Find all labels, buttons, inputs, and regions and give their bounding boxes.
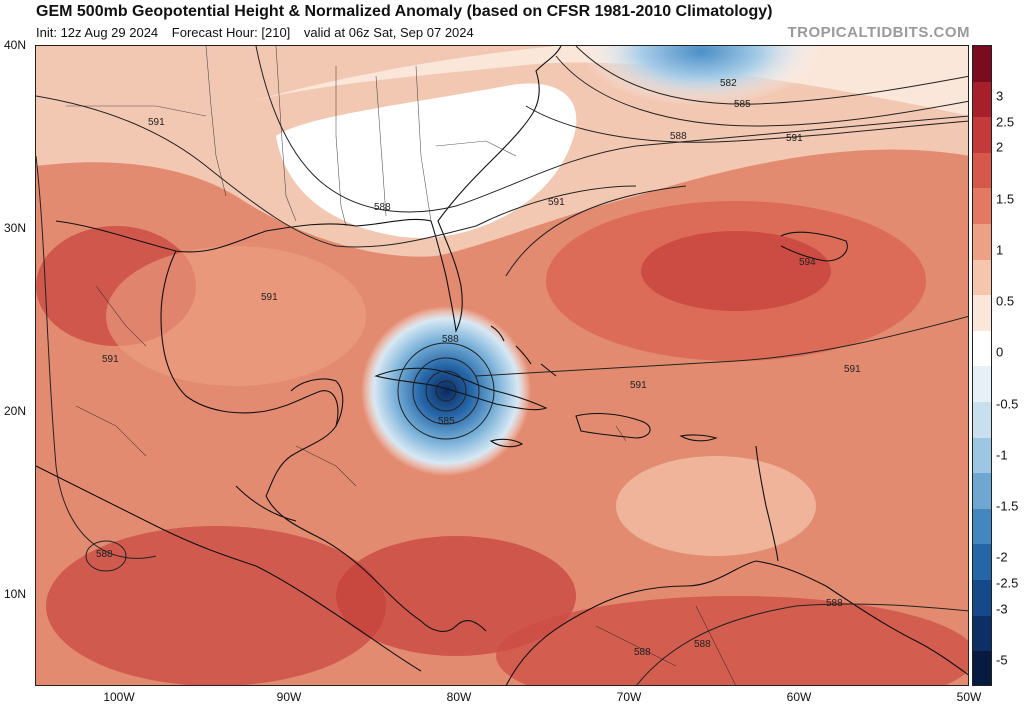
map-subtitle: Init: 12z Aug 29 2024 Forecast Hour: [21… — [36, 25, 484, 40]
lon-label: 60W — [786, 690, 812, 704]
contour-label: 591 — [261, 292, 278, 303]
contour-label-group: 591 582 585 588 591 588 591 594 591 591 … — [96, 78, 861, 658]
coastlines — [36, 46, 968, 685]
colorbar-swatch — [973, 401, 991, 438]
contour-label: 591 — [102, 354, 119, 365]
colorbar-label: 1 — [996, 242, 1004, 258]
colorbar-swatch — [973, 330, 991, 367]
colorbar-label: 2 — [996, 139, 1004, 155]
colorbar-label: 0.5 — [996, 293, 1015, 309]
lat-label: 20N — [4, 404, 27, 418]
colorbar-label: -1 — [996, 447, 1008, 463]
colorbar-swatch — [973, 152, 991, 189]
colorbar-label: 1.5 — [996, 191, 1015, 207]
contour-label: 594 — [799, 257, 816, 268]
init-time: Init: 12z Aug 29 2024 — [36, 25, 159, 40]
contour-label: 582 — [720, 78, 737, 89]
colorbar-swatch — [973, 259, 991, 296]
map-canvas: 591 582 585 588 591 588 591 594 591 591 … — [36, 46, 968, 685]
contour-label: 585 — [438, 416, 455, 427]
lon-label: 50W — [956, 690, 982, 704]
contour-label: 588 — [374, 202, 391, 213]
colorbar-swatch — [973, 81, 991, 118]
lat-label: 10N — [4, 587, 27, 601]
contour-label: 585 — [734, 99, 751, 110]
colorbar-swatch — [973, 295, 991, 331]
colorbar-swatch — [973, 473, 991, 509]
colorbar-label: -1.5 — [996, 498, 1019, 514]
contour-label: 591 — [630, 380, 647, 391]
hurricane-low-anomaly — [361, 306, 531, 476]
colorbar-label: 2.5 — [996, 114, 1015, 130]
colorbar-label: 0 — [996, 344, 1004, 360]
lon-label: 90W — [276, 690, 302, 704]
contour-label: 588 — [826, 598, 843, 609]
colorbar-swatch — [973, 188, 991, 224]
lon-label: 80W — [446, 690, 472, 704]
colorbar-swatch — [973, 366, 991, 402]
colorbar-swatch — [973, 579, 991, 616]
colorbar — [972, 45, 992, 686]
colorbar-swatch — [973, 544, 991, 580]
colorbar-label: -2 — [996, 549, 1008, 565]
brand-watermark: TROPICALTIDBITS.COM — [787, 24, 970, 41]
colorbar-label: -0.5 — [996, 396, 1019, 412]
colorbar-swatch — [973, 615, 991, 652]
colorbar-label: 3 — [996, 88, 1004, 104]
lat-label: 40N — [4, 38, 27, 52]
height-contours — [36, 46, 968, 685]
contour-label: 588 — [634, 647, 651, 658]
contour-label: 591 — [844, 364, 861, 375]
contour-label: 588 — [694, 639, 711, 650]
colorbar-label: -2.5 — [996, 575, 1019, 591]
north-low-anomaly — [581, 46, 821, 106]
lon-label: 70W — [616, 690, 642, 704]
colorbar-swatch — [973, 508, 991, 545]
contour-label: 588 — [96, 549, 113, 560]
contour-label: 591 — [786, 133, 803, 144]
lon-label: 100W — [103, 690, 135, 704]
colorbar-label: -3 — [996, 601, 1008, 617]
colorbar-label: -5 — [996, 652, 1008, 668]
valid-time: valid at 06z Sat, Sep 07 2024 — [303, 25, 474, 40]
lat-label: 30N — [4, 221, 27, 235]
anomaly-map: 591 582 585 588 591 588 591 594 591 591 … — [35, 45, 969, 686]
contour-label: 588 — [670, 131, 687, 142]
map-title: GEM 500mb Geopotential Height & Normaliz… — [36, 3, 773, 20]
contour-label: 591 — [548, 197, 565, 208]
contour-label: 588 — [442, 334, 459, 345]
colorbar-swatch — [973, 46, 991, 82]
colorbar-swatch — [973, 437, 991, 474]
colorbar-swatch — [973, 223, 991, 260]
colorbar-swatch — [973, 651, 991, 685]
colorbar-swatch — [973, 117, 991, 153]
contour-label: 591 — [148, 117, 165, 128]
forecast-hour: Forecast Hour: [210] — [171, 25, 291, 40]
